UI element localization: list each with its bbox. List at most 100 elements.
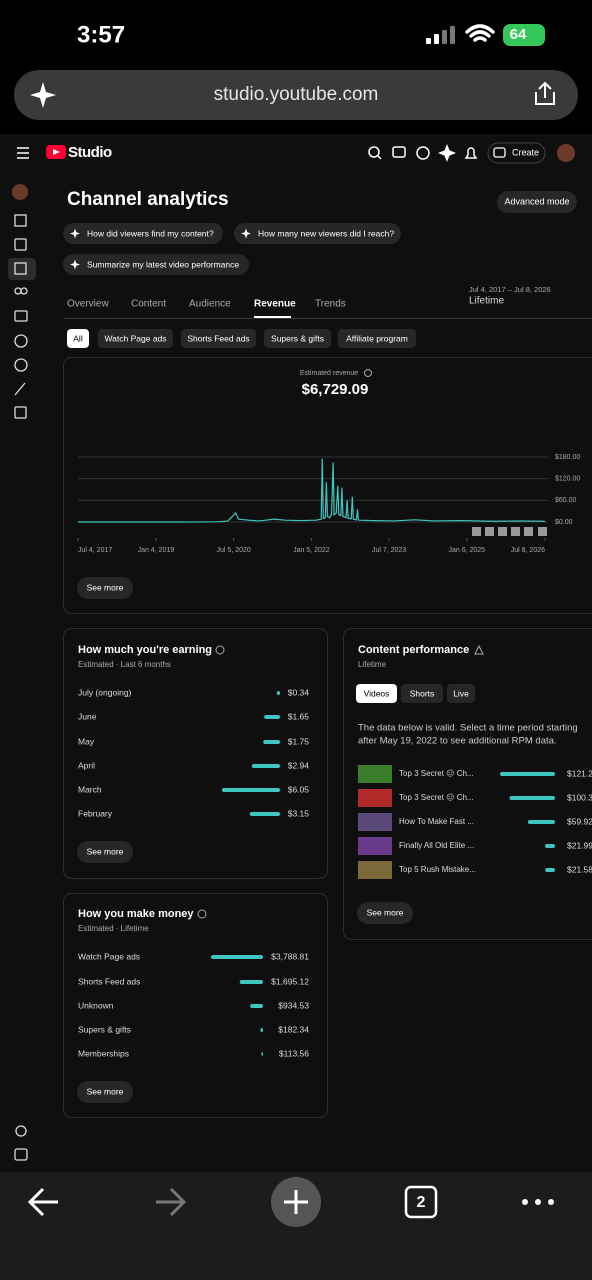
- channel-avatar[interactable]: [12, 184, 28, 200]
- suggestion-chip[interactable]: [63, 223, 223, 244]
- filter-chip[interactable]: [264, 329, 331, 348]
- video-title[interactable]: Top 3 Secret 😑 Ch...: [399, 793, 474, 802]
- filter-label[interactable]: Shorts Feed ads: [187, 333, 249, 343]
- filter-label[interactable]: All: [73, 333, 83, 343]
- card-title: How you make money: [78, 908, 194, 920]
- share-icon[interactable]: [535, 81, 555, 105]
- tab[interactable]: Trends: [315, 299, 346, 310]
- row-value: $2.94: [288, 760, 310, 770]
- row-value: $934.53: [278, 1000, 309, 1010]
- logo-text[interactable]: Studio: [68, 144, 112, 161]
- tabs-button[interactable]: [404, 1185, 438, 1219]
- tab-underline: [254, 316, 291, 318]
- filter-chip[interactable]: [67, 329, 89, 348]
- period[interactable]: Lifetime: [469, 296, 504, 307]
- filter-chip[interactable]: [338, 329, 416, 348]
- see-more-button[interactable]: [357, 902, 413, 924]
- row-value: $182.34: [278, 1024, 309, 1034]
- date-range[interactable]: Jul 4, 2017 – Jul 8, 2026: [469, 285, 551, 294]
- suggestion-chip[interactable]: [63, 254, 249, 275]
- content-card: [343, 628, 592, 940]
- url-bar[interactable]: [14, 70, 578, 120]
- battery-level: 64: [510, 26, 527, 43]
- tab[interactable]: Content: [131, 299, 166, 310]
- back-button[interactable]: [27, 1187, 58, 1217]
- see-more-label[interactable]: See more: [87, 582, 124, 592]
- y-tick-label: $120.00: [555, 476, 580, 483]
- content-tab[interactable]: [356, 684, 397, 703]
- filter-label[interactable]: Affiliate program: [346, 333, 408, 343]
- content-tab-label[interactable]: Videos: [364, 688, 390, 698]
- thumbnail[interactable]: [358, 861, 392, 879]
- row-value: $100.34: [567, 792, 592, 802]
- see-more-button[interactable]: [77, 577, 133, 599]
- y-tick-label: $0.00: [555, 519, 573, 526]
- sidebar-icons[interactable]: [14, 214, 28, 1161]
- sparkle-icon: [70, 259, 80, 270]
- bar: [261, 1052, 263, 1056]
- video-title[interactable]: Finally All Old Elite ...: [399, 841, 474, 850]
- filter-chip[interactable]: [98, 329, 173, 348]
- signal-icon: [426, 26, 455, 44]
- more-button[interactable]: [522, 1199, 554, 1205]
- suggestion-chip[interactable]: [234, 223, 401, 244]
- x-tick-label: Jul 4, 2017: [78, 547, 112, 554]
- row-label: Unknown: [78, 1000, 114, 1010]
- bar: [249, 812, 280, 816]
- revenue-label: Estimated revenue: [300, 370, 358, 377]
- see-more-button[interactable]: [77, 1081, 133, 1103]
- see-more-label[interactable]: See more: [87, 846, 124, 856]
- revenue-total: $6,729.09: [302, 381, 369, 398]
- menu-icon[interactable]: [17, 147, 29, 159]
- see-more-label[interactable]: See more: [367, 907, 404, 917]
- x-tick-label: Jan 4, 2019: [138, 547, 175, 554]
- filter-chip[interactable]: [181, 329, 256, 348]
- thumbnail[interactable]: [358, 789, 392, 807]
- video-title[interactable]: Top 3 Secret 😑 Ch...: [399, 769, 474, 778]
- content-tab-label[interactable]: Live: [453, 688, 469, 698]
- content-tab[interactable]: [401, 684, 443, 703]
- info-icon: [197, 909, 207, 919]
- suggestion-label[interactable]: Summarize my latest video performance: [87, 259, 239, 269]
- advanced-label[interactable]: Advanced mode: [504, 196, 569, 206]
- chart-thumbnails: [472, 527, 547, 536]
- thumbnail[interactable]: [358, 813, 392, 831]
- x-tick-label: Jul 5, 2020: [217, 547, 251, 554]
- url[interactable]: studio.youtube.com: [214, 84, 379, 105]
- thumbnail[interactable]: [358, 837, 392, 855]
- bar: [500, 772, 555, 776]
- tab[interactable]: Audience: [189, 299, 231, 310]
- revenue-card: [63, 357, 592, 614]
- row-label: June: [78, 711, 97, 721]
- video-title[interactable]: How To Make Fast ...: [399, 817, 474, 826]
- row-label: May: [78, 736, 95, 746]
- row-value: $6.05: [288, 784, 310, 794]
- bar: [263, 740, 280, 744]
- tab[interactable]: Revenue: [254, 299, 296, 310]
- see-more-label[interactable]: See more: [87, 1086, 124, 1096]
- thumbnail[interactable]: [358, 765, 392, 783]
- row-label: July (ongoing): [78, 687, 132, 697]
- advanced-button[interactable]: [497, 191, 577, 213]
- suggestion-label[interactable]: How many new viewers did I reach?: [258, 228, 394, 238]
- avatar[interactable]: [557, 144, 575, 162]
- row-value: $21.58: [567, 864, 592, 874]
- card-subtitle: Estimated · Last 6 months: [78, 660, 171, 669]
- bar: [250, 1004, 263, 1008]
- suggestion-label[interactable]: How did viewers find my content?: [87, 228, 214, 238]
- tab[interactable]: Overview: [67, 299, 109, 310]
- filter-label[interactable]: Watch Page ads: [104, 333, 166, 343]
- create-label[interactable]: Create: [512, 147, 539, 157]
- filter-label[interactable]: Supers & gifts: [271, 333, 324, 343]
- forward-button[interactable]: [156, 1187, 187, 1217]
- see-more-button[interactable]: [77, 841, 133, 863]
- card-subtitle: Estimated · Lifetime: [78, 924, 149, 933]
- content-tab-label[interactable]: Shorts: [410, 688, 435, 698]
- content-tab[interactable]: [447, 684, 475, 703]
- create-button[interactable]: [487, 142, 546, 164]
- header-icons[interactable]: [368, 143, 478, 163]
- video-title[interactable]: Top 5 Rush Mistake...: [399, 865, 476, 874]
- ai-icon[interactable]: [30, 82, 56, 108]
- row-label: February: [78, 808, 113, 818]
- row-label: Watch Page ads: [78, 951, 140, 961]
